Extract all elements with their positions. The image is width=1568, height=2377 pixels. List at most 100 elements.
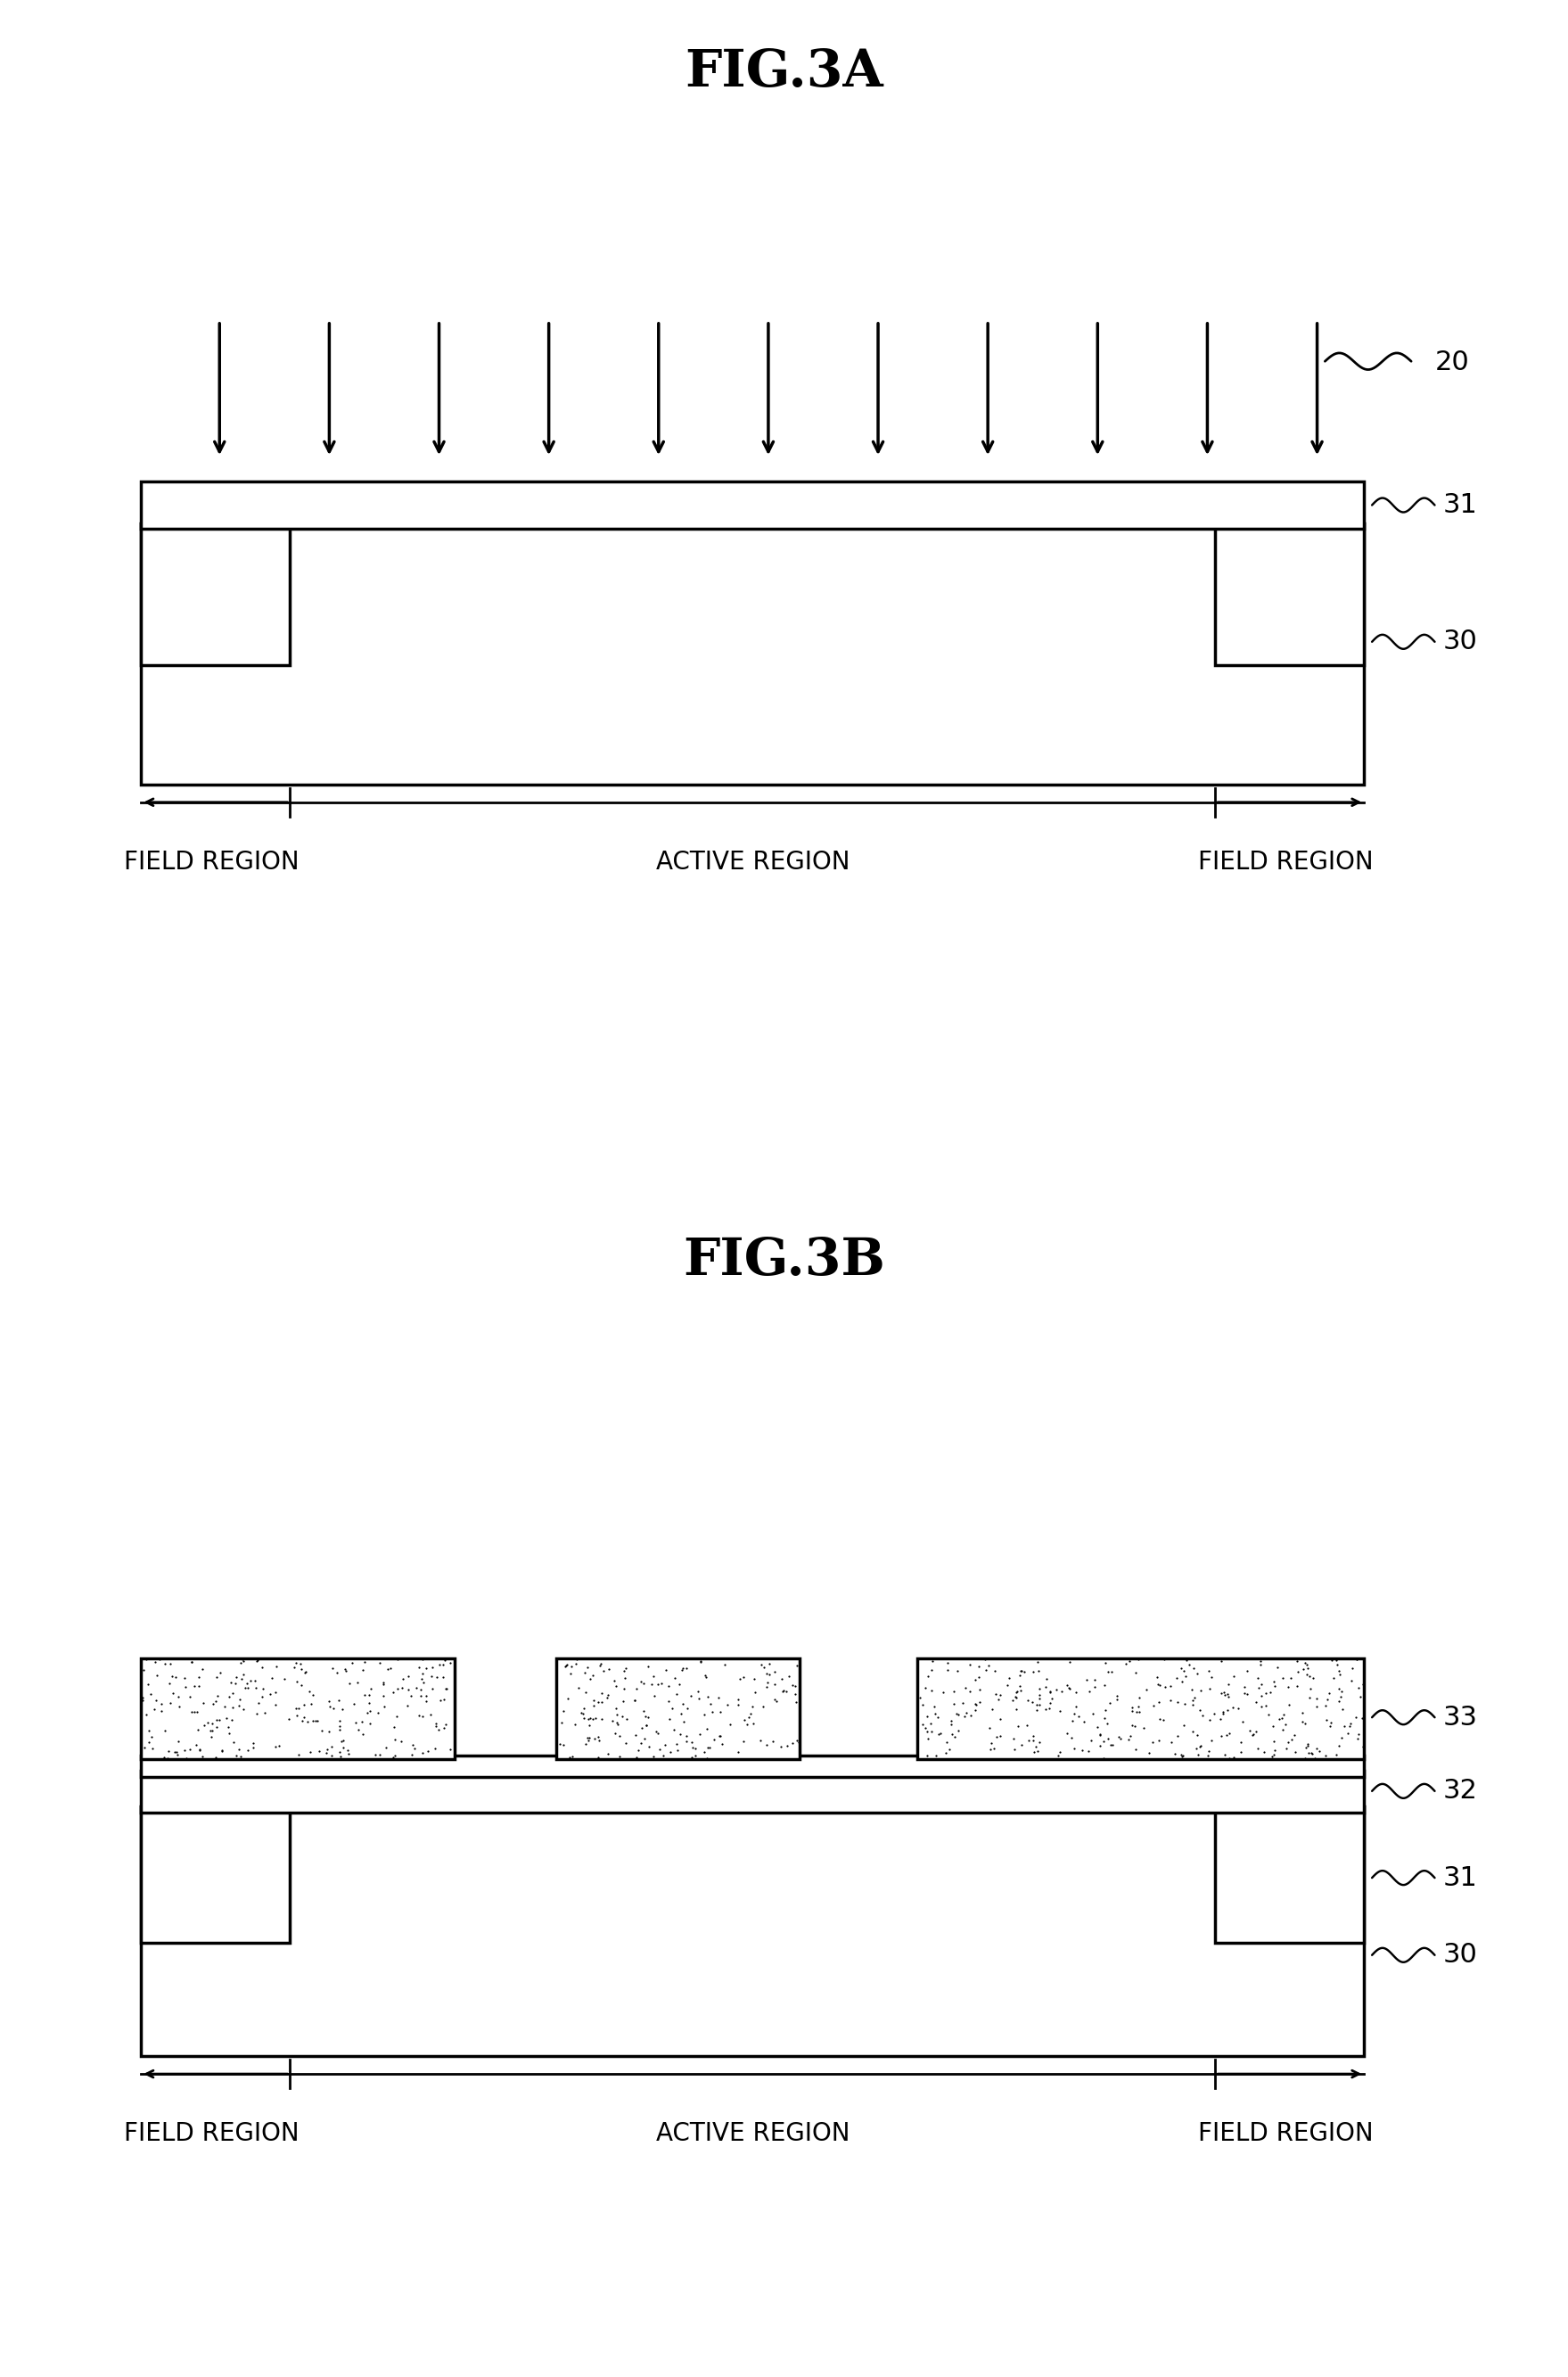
Point xyxy=(226,1730,251,1768)
Point xyxy=(1126,1640,1151,1678)
Point xyxy=(757,1645,782,1683)
Point xyxy=(1082,1662,1107,1700)
Point xyxy=(1258,1673,1283,1711)
Point xyxy=(1226,1690,1251,1728)
Point xyxy=(1010,1726,1035,1764)
Point xyxy=(613,1650,638,1688)
Point xyxy=(651,1738,676,1776)
Point xyxy=(213,1700,238,1738)
Point xyxy=(1146,1700,1171,1738)
Point xyxy=(735,1697,760,1735)
Point xyxy=(400,1735,425,1773)
Point xyxy=(296,1671,321,1709)
Point xyxy=(1283,1733,1308,1771)
Point xyxy=(1126,1692,1151,1730)
Point xyxy=(1036,1690,1062,1728)
Point xyxy=(550,1692,575,1730)
Point xyxy=(199,1716,224,1754)
Point xyxy=(1295,1650,1320,1688)
Point xyxy=(967,1671,993,1709)
Point xyxy=(922,1695,947,1733)
Point xyxy=(726,1733,751,1771)
Point xyxy=(1270,1659,1295,1697)
Point xyxy=(1146,1721,1171,1759)
Point xyxy=(1207,1700,1232,1738)
Bar xyxy=(917,1659,1364,1759)
Bar xyxy=(141,1659,455,1759)
Point xyxy=(1087,1716,1112,1754)
Point xyxy=(1301,1659,1327,1697)
Point xyxy=(433,1669,458,1707)
Point xyxy=(1330,1690,1355,1728)
Point xyxy=(1000,1681,1025,1719)
Point xyxy=(913,1669,938,1707)
Point xyxy=(978,1723,1004,1761)
Point xyxy=(133,1695,158,1733)
Point xyxy=(140,1730,165,1768)
Point xyxy=(212,1688,237,1726)
Point xyxy=(317,1683,342,1721)
Text: ACTIVE REGION: ACTIVE REGION xyxy=(655,851,850,875)
Point xyxy=(1057,1643,1082,1681)
Point xyxy=(782,1676,808,1714)
Point xyxy=(143,1643,168,1681)
Point xyxy=(622,1681,648,1719)
Point xyxy=(1325,1645,1350,1683)
Point xyxy=(919,1652,944,1690)
Point xyxy=(1265,1647,1290,1685)
Point xyxy=(199,1704,224,1742)
Point xyxy=(640,1664,665,1702)
Point xyxy=(422,1730,447,1768)
Point xyxy=(557,1738,582,1776)
Point xyxy=(1145,1659,1170,1697)
Point xyxy=(249,1647,274,1685)
Point xyxy=(1098,1683,1123,1721)
Text: FIELD REGION: FIELD REGION xyxy=(124,2120,299,2146)
Point xyxy=(1297,1678,1322,1716)
Point xyxy=(982,1730,1007,1768)
Point xyxy=(202,1738,227,1776)
Point xyxy=(913,1709,938,1747)
Point xyxy=(1261,1662,1286,1700)
Bar xyxy=(141,1807,1364,2056)
Point xyxy=(1134,1671,1159,1709)
Point xyxy=(632,1719,657,1757)
Point xyxy=(417,1695,442,1733)
Point xyxy=(271,1659,296,1697)
Point xyxy=(409,1659,434,1697)
Point xyxy=(320,1650,345,1688)
Point xyxy=(1276,1685,1301,1723)
Point xyxy=(320,1690,345,1728)
Point xyxy=(163,1733,188,1771)
Point xyxy=(1275,1723,1300,1761)
Point xyxy=(1303,1678,1328,1716)
Point xyxy=(610,1683,635,1721)
Point xyxy=(784,1645,809,1683)
Point xyxy=(691,1695,717,1733)
Point xyxy=(939,1702,964,1740)
Point xyxy=(1234,1652,1259,1690)
Point xyxy=(655,1683,681,1721)
Point xyxy=(245,1695,270,1733)
Point xyxy=(941,1673,966,1711)
Point xyxy=(554,1647,579,1685)
Point xyxy=(1190,1697,1215,1735)
Point xyxy=(400,1726,425,1764)
Point xyxy=(972,1640,997,1678)
Point xyxy=(571,1695,596,1733)
Point xyxy=(549,1704,574,1742)
Point xyxy=(1327,1683,1352,1721)
Point xyxy=(425,1659,450,1697)
Point xyxy=(585,1683,610,1721)
Point xyxy=(282,1650,307,1688)
Point xyxy=(1021,1721,1046,1759)
Point xyxy=(1159,1723,1184,1761)
Point xyxy=(622,1716,648,1754)
Point xyxy=(373,1728,398,1766)
Point xyxy=(259,1659,284,1697)
Point xyxy=(707,1692,732,1730)
Point xyxy=(1232,1669,1258,1707)
Point xyxy=(1184,1654,1209,1692)
Point xyxy=(1094,1704,1120,1742)
Point xyxy=(1002,1730,1027,1768)
